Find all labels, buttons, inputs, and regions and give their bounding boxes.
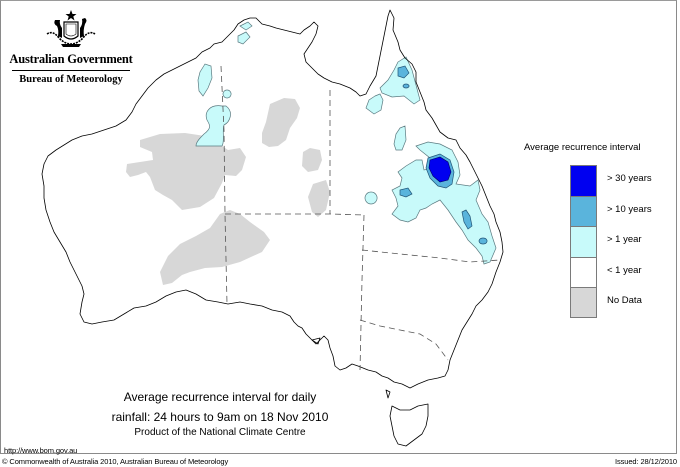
legend-label: > 10 years [607, 203, 652, 215]
no-data-regions [126, 98, 330, 285]
legend-swatch [570, 165, 597, 196]
legend-label: > 1 year [607, 234, 642, 245]
logo-divider [12, 70, 130, 71]
agency-name: Bureau of Meteorology [19, 74, 123, 85]
legend-swatch [570, 226, 597, 257]
legend-swatch [570, 256, 597, 287]
map-frame [0, 0, 677, 454]
legend-item-over-1-year: > 1 year [524, 226, 674, 257]
coat-of-arms-icon [46, 10, 96, 47]
legend-item-no-data: No Data [524, 287, 674, 318]
government-title: Australian Government [9, 52, 133, 66]
legend-item-under-1-year: < 1 year [524, 256, 674, 287]
caption-line-1: Average recurrence interval for daily [123, 390, 317, 404]
state-borders [220, 65, 501, 371]
legend: Average recurrence interval > 30 years >… [524, 142, 674, 318]
over-1-year-regions [195, 21, 497, 265]
legend-title: Average recurrence interval [524, 142, 641, 153]
caption-line-2: rainfall: 24 hours to 9am on 18 Nov 2010 [111, 410, 329, 424]
coastline [41, 9, 504, 447]
legend-swatch [570, 195, 597, 226]
legend-item-over-10-years: > 10 years [524, 195, 674, 226]
over-30-years-region [428, 156, 452, 183]
australia-map [41, 9, 504, 447]
legend-item-over-30-years: > 30 years [524, 165, 674, 196]
legend-label: No Data [607, 295, 642, 306]
caption-line-3: Product of the National Climate Centre [134, 427, 306, 438]
issued-date: Issued: 28/12/2010 [614, 457, 677, 466]
copyright-notice: © Commonwealth of Australia 2010, Austra… [2, 457, 229, 466]
government-logo: Australian Government Bureau of Meteorol… [8, 8, 134, 85]
map-caption: Average recurrence interval for daily ra… [100, 387, 340, 439]
legend-label: > 30 years [607, 173, 652, 184]
legend-label: < 1 year [607, 264, 642, 276]
legend-swatch [570, 287, 597, 318]
website-link[interactable]: http://www.bom.gov.au [4, 446, 78, 455]
